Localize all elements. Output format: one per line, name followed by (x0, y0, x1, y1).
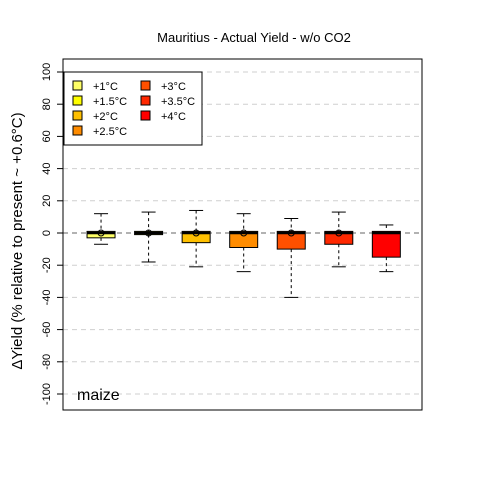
y-tick-label: -20 (41, 257, 53, 273)
boxplot-item (181, 209, 211, 268)
box (229, 230, 259, 248)
legend-label: +1.5°C (93, 96, 127, 108)
boxplot-item (134, 211, 164, 263)
box (324, 230, 354, 245)
crop-label: maize (77, 387, 120, 404)
mean-marker (97, 229, 105, 237)
legend-swatch (140, 80, 151, 91)
y-tick-label: -40 (41, 289, 53, 305)
y-tick-label: 0 (41, 230, 53, 236)
legend: +1°C +1.5°C +2°C +2.5°C +3°C +3.5°C +4°C (63, 71, 203, 146)
y-tick-label: 80 (41, 98, 53, 110)
y-tick-label: -60 (41, 322, 53, 338)
legend-swatch (72, 95, 83, 106)
y-axis: -100 -80 -60 -40 -20 0 20 40 60 80 100 (41, 63, 64, 405)
chart-title: Mauritius - Actual Yield - w/o CO2 (157, 30, 351, 45)
legend-swatch (72, 80, 83, 91)
y-tick-label: 40 (41, 162, 53, 174)
box (371, 230, 401, 258)
mean-marker (145, 229, 153, 237)
legend-swatch (72, 110, 83, 121)
boxplot-series (86, 209, 401, 298)
mean-marker (287, 229, 295, 237)
legend-label: +3.5°C (161, 96, 195, 108)
legend-label: +2°C (93, 111, 118, 123)
box (86, 230, 116, 239)
mean-marker (335, 229, 343, 237)
y-tick-label: -80 (41, 354, 53, 370)
boxplot-item (276, 218, 306, 298)
legend-label: +4°C (161, 111, 186, 123)
mean-marker (240, 229, 248, 237)
legend-label: +2.5°C (93, 126, 127, 138)
boxplot-item (371, 224, 401, 273)
legend-swatch (72, 125, 83, 136)
y-tick-label: 60 (41, 130, 53, 142)
box (276, 230, 306, 250)
legend-label: +3°C (161, 81, 186, 93)
boxplot-item (324, 211, 354, 268)
y-tick-label: 100 (41, 63, 53, 81)
grid-lines (63, 71, 422, 395)
y-tick-label: -100 (41, 383, 53, 405)
legend-swatch (140, 95, 151, 106)
boxplot-item (86, 213, 116, 245)
box (181, 230, 211, 244)
legend-swatch (140, 110, 151, 121)
y-axis-label: ΔYield (% relative to present ~ +0.6°C) (9, 112, 26, 369)
legend-box (63, 71, 203, 146)
y-tick-label: 20 (41, 195, 53, 207)
legend-label: +1°C (93, 81, 118, 93)
mean-marker (192, 229, 200, 237)
boxplot-item (229, 213, 259, 273)
